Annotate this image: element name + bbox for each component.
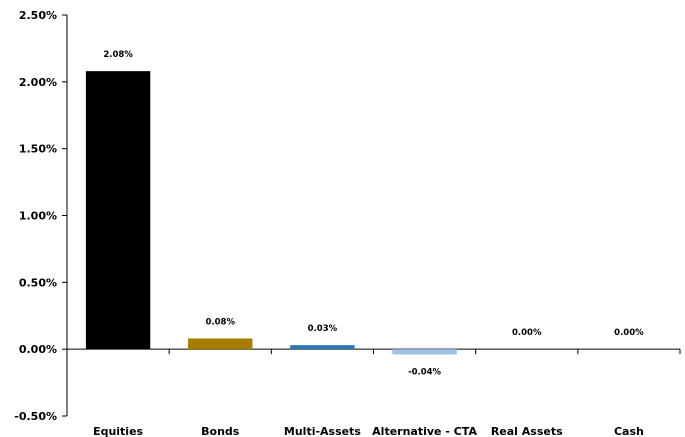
y-tick-label: 0.00% [19, 343, 57, 356]
y-tick-label: 1.50% [19, 143, 57, 156]
category-labels: Equities Bonds Multi-Assets Alternative - C… [93, 425, 644, 437]
x-axis [67, 348, 681, 355]
y-tick-label: 2.50% [19, 9, 57, 22]
data-label: 0.00% [614, 328, 644, 338]
category-label: Real Assets [491, 425, 563, 437]
bar-bonds [188, 338, 253, 350]
y-axis: 2.50% 2.00% 1.50% 1.00% 0.50% 0.00% -0.50% [14, 9, 68, 423]
bar-equities [85, 71, 151, 350]
bars [85, 71, 457, 355]
y-tick-label: 0.50% [19, 276, 57, 289]
data-labels: 2.08% 0.08% 0.03% -0.04% 0.00% 0.00% [103, 50, 644, 377]
data-label: 0.03% [308, 324, 338, 334]
category-label: Bonds [201, 425, 240, 437]
bar-multi-assets [290, 345, 355, 350]
data-label: 0.00% [512, 328, 542, 338]
category-label: Equities [93, 425, 143, 437]
category-label: Alternative - CTA [372, 425, 477, 437]
category-label: Multi-Assets [284, 425, 361, 437]
data-label: -0.04% [408, 368, 441, 378]
y-tick-label: 1.00% [19, 210, 57, 223]
data-label: 0.08% [206, 317, 236, 327]
category-label: Cash [614, 425, 644, 437]
data-label: 2.08% [103, 50, 133, 60]
bar-alternative-cta [392, 349, 457, 355]
y-tick-label: -0.50% [14, 410, 57, 423]
y-tick-label: 2.00% [19, 76, 57, 89]
